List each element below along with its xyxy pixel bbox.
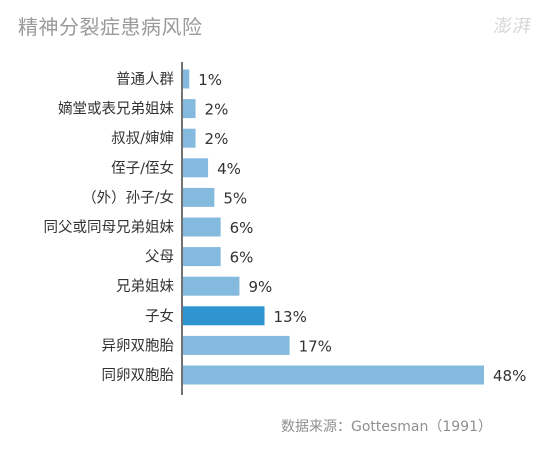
category-label: 同父或同母兄弟姐妹	[44, 219, 175, 236]
value-label: 17%	[299, 337, 332, 355]
category-label: 父母	[145, 250, 174, 266]
data-source-note: 数据来源：Gottesman（1991）	[280, 419, 492, 435]
bar	[183, 158, 209, 178]
bar	[183, 365, 484, 385]
category-label: 普通人群	[116, 71, 174, 88]
bar	[183, 69, 190, 89]
value-label: 2%	[205, 101, 229, 119]
value-label: 6%	[230, 249, 254, 267]
value-label: 48%	[493, 367, 526, 385]
value-label: 1%	[198, 71, 222, 89]
value-label: 5%	[223, 189, 247, 207]
value-label: 6%	[230, 219, 254, 237]
category-label: 子女	[145, 307, 174, 325]
bar	[183, 99, 196, 119]
chart-title: 精神分裂症患病风险	[18, 15, 203, 39]
bar	[183, 247, 221, 267]
bar	[183, 306, 265, 326]
bar	[183, 276, 240, 296]
value-label: 2%	[205, 130, 229, 148]
category-label: 叔叔/婶婶	[111, 130, 174, 147]
category-label: 兄弟姐妹	[116, 278, 174, 295]
bar	[183, 128, 196, 148]
category-label: 同卵双胞胎	[102, 367, 175, 384]
bar	[183, 335, 290, 355]
bar	[183, 187, 215, 207]
value-label: 13%	[274, 308, 307, 326]
value-label: 4%	[217, 160, 241, 178]
bar	[183, 217, 221, 237]
category-label: （外）孙子/女	[82, 188, 174, 206]
category-label: 嫡堂或表兄弟姐妹	[58, 100, 174, 118]
category-label: 侄子/侄女	[111, 159, 174, 177]
value-label: 9%	[248, 278, 272, 296]
category-label: 异卵双胞胎	[102, 337, 175, 354]
plot-area: 普通人群 1% 嫡堂或表兄弟姐妹 2% 叔叔/婶婶 2% 侄子/侄女 4% （外）孙子/女 5% 同…	[44, 62, 526, 395]
